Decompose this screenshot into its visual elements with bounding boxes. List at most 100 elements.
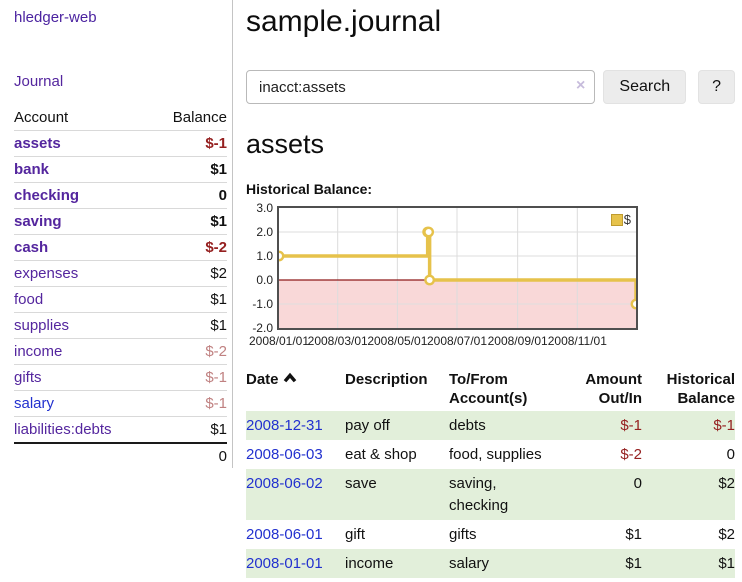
app-title-link[interactable]: hledger-web xyxy=(14,9,97,26)
help-button[interactable]: ? xyxy=(698,70,735,104)
accounts-header-balance: Balance xyxy=(172,109,227,126)
x-axis-label: 2008/01/01 xyxy=(248,334,310,348)
account-link[interactable]: bank xyxy=(14,161,50,178)
accounts-table-body: assets $-1 bank $1 checking 0 saving $1 cash $-2 e… xyxy=(14,130,227,443)
transaction-balance: $-1 xyxy=(713,417,735,434)
column-header: Historical Balance xyxy=(666,371,735,407)
account-row: assets $-1 xyxy=(14,130,227,157)
transactions-table-body: 2008-12-31 pay off debts $-1 $-1 2008-06-03 ea… xyxy=(246,411,735,578)
account-link[interactable]: gifts xyxy=(14,369,42,386)
transaction-description: income xyxy=(345,555,394,572)
account-link[interactable]: supplies xyxy=(14,317,70,334)
transaction-accounts: gifts xyxy=(449,526,477,543)
transaction-balance: $1 xyxy=(718,555,735,572)
transaction-description: save xyxy=(345,475,377,492)
account-row: checking 0 xyxy=(14,182,227,209)
account-row: supplies $1 xyxy=(14,312,227,339)
transaction-row: 2008-06-02 save saving, checking 0 $2 xyxy=(246,469,735,520)
account-link[interactable]: saving xyxy=(14,213,62,230)
transaction-accounts: saving, checking xyxy=(449,475,509,514)
transaction-date-link[interactable]: 2008-06-02 xyxy=(246,475,323,492)
data-point-marker xyxy=(423,226,435,238)
column-header: Amount Out/In xyxy=(585,371,642,407)
accounts-header-row: Account Balance xyxy=(14,105,227,131)
transaction-row: 2008-06-01 gift gifts $1 $2 xyxy=(246,520,735,549)
account-balance: $-2 xyxy=(150,338,227,365)
transaction-date-link[interactable]: 2008-12-31 xyxy=(246,417,323,434)
account-row: gifts $-1 xyxy=(14,364,227,391)
account-balance: $-1 xyxy=(150,364,227,391)
transaction-amount: $1 xyxy=(625,526,642,543)
y-axis-label: 3.0 xyxy=(256,201,273,215)
account-balance: $1 xyxy=(150,312,227,339)
column-header[interactable]: Date xyxy=(246,368,345,411)
account-row: food $1 xyxy=(14,286,227,313)
transaction-date-link[interactable]: 2008-06-03 xyxy=(246,446,323,463)
account-balance: $-2 xyxy=(150,234,227,261)
x-axis-label: 2008/03/01 xyxy=(307,334,368,348)
transaction-amount: $-1 xyxy=(620,417,642,434)
accounts-table: Account Balance assets $-1 bank $1 checking 0… xyxy=(14,105,227,468)
transaction-date-cell: 2008-06-01 xyxy=(246,520,345,549)
transaction-row: 2008-06-03 eat & shop food, supplies $-2 0 xyxy=(246,440,735,469)
y-axis-label: -1.0 xyxy=(252,297,273,311)
account-link[interactable]: checking xyxy=(14,187,80,204)
account-heading: assets xyxy=(246,129,325,159)
transaction-row: 2008-12-31 pay off debts $-1 $-1 xyxy=(246,411,735,440)
account-balance: $2 xyxy=(150,260,227,287)
transaction-description: eat & shop xyxy=(345,446,417,463)
account-link[interactable]: food xyxy=(14,291,44,308)
account-link[interactable]: assets xyxy=(14,135,61,152)
x-axis-label: 2008/09/01 xyxy=(487,334,548,348)
account-row: income $-2 xyxy=(14,338,227,365)
sidebar-item-journal[interactable]: Journal xyxy=(14,73,64,90)
account-balance: $-1 xyxy=(150,130,227,157)
accounts-total-row: 0 xyxy=(14,442,227,468)
account-link[interactable]: salary xyxy=(14,395,55,412)
transaction-date-link[interactable]: 2008-06-01 xyxy=(246,526,323,543)
main-content: sample.journal × Search ? assets Histori… xyxy=(233,0,742,578)
column-header: To/From Account(s) xyxy=(449,371,528,407)
data-point-marker xyxy=(424,274,436,286)
clear-search-icon[interactable]: × xyxy=(576,77,586,94)
account-balance: $-1 xyxy=(150,390,227,417)
balance-chart: $ 3.0 2.0 1.0 0.0 -1.0 -2.0 2008/01/01 2008/03/… xyxy=(246,201,641,348)
page-title: sample.journal xyxy=(246,5,442,38)
account-row: salary $-1 xyxy=(14,390,227,417)
transaction-accounts: food, supplies xyxy=(449,446,542,463)
transaction-amount: $-2 xyxy=(620,446,642,463)
search-input[interactable] xyxy=(246,70,596,104)
sort-asc-icon xyxy=(283,372,296,383)
transaction-date-link[interactable]: 2008-01-01 xyxy=(246,555,323,572)
account-link[interactable]: expenses xyxy=(14,265,79,282)
chart-svg xyxy=(279,208,636,328)
search-button[interactable]: Search xyxy=(603,70,687,104)
legend-swatch-icon xyxy=(610,213,623,226)
transactions-header-row: Date Description To/From Account(s) Amount Ou… xyxy=(246,368,735,411)
sidebar: hledger-web Journal Account Balance asse… xyxy=(0,0,233,468)
y-axis-label: 2.0 xyxy=(256,225,273,239)
search-form: × Search ? xyxy=(246,70,735,104)
data-point-marker xyxy=(279,250,285,262)
transaction-description: pay off xyxy=(345,417,390,434)
transaction-row: 2008-01-01 income salary $1 $1 xyxy=(246,549,735,578)
account-row: bank $1 xyxy=(14,156,227,183)
transaction-date-cell: 2008-12-31 xyxy=(246,411,345,440)
account-balance: $1 xyxy=(150,156,227,183)
chart-title: Historical Balance: xyxy=(246,181,373,197)
y-axis-label: 0.0 xyxy=(256,273,273,287)
search-box: × xyxy=(246,70,596,104)
transaction-balance: $2 xyxy=(718,475,735,492)
account-balance: $1 xyxy=(150,416,227,443)
account-link[interactable]: liabilities:debts xyxy=(14,421,112,438)
account-row: saving $1 xyxy=(14,208,227,235)
transaction-balance: $2 xyxy=(718,526,735,543)
transactions-table: Date Description To/From Account(s) Amount Ou… xyxy=(246,368,735,578)
x-axis-label: 2008/05/01 xyxy=(367,334,428,348)
account-link[interactable]: income xyxy=(14,343,63,360)
chart-plot-area: $ xyxy=(277,206,638,330)
account-row: cash $-2 xyxy=(14,234,227,261)
account-balance: $1 xyxy=(150,286,227,313)
account-link[interactable]: cash xyxy=(14,239,49,256)
chart-legend: $ xyxy=(610,212,631,227)
